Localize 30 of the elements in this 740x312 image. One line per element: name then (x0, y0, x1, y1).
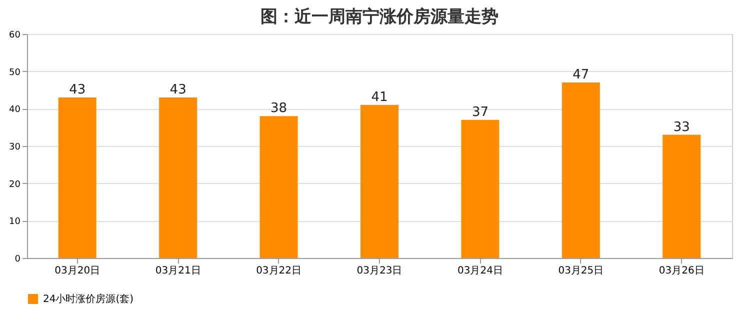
x-tick-label: 03月21日 (155, 266, 201, 276)
y-tick-label: 40 (9, 105, 21, 116)
x-tick-label: 03月22日 (256, 266, 302, 276)
x-tick-label: 03月25日 (558, 266, 604, 276)
x-tick-label: 03月26日 (658, 266, 704, 276)
legend-label: 24小时涨价房源(套) (43, 293, 134, 305)
data-label: 38 (270, 101, 288, 116)
x-tick-label: 03月24日 (457, 266, 503, 276)
bar (562, 82, 600, 258)
bar (58, 97, 96, 258)
x-tick-label: 03月23日 (356, 266, 402, 276)
y-tick-label: 10 (9, 217, 21, 228)
data-label: 43 (69, 82, 86, 98)
chart-title: 图：近一周南宁涨价房源量走势 (260, 7, 498, 27)
x-tick-label: 03月20日 (54, 266, 100, 276)
data-label: 41 (371, 90, 388, 105)
bar (360, 104, 398, 258)
y-tick-label: 60 (9, 30, 21, 40)
bar (662, 134, 701, 258)
y-tick-label: 0 (14, 254, 21, 264)
y-tick-label: 50 (9, 68, 21, 78)
data-label: 37 (472, 104, 488, 120)
bar (159, 97, 198, 258)
bar (260, 116, 298, 258)
y-tick-label: 20 (9, 180, 21, 190)
data-label: 43 (170, 82, 186, 98)
data-label: 47 (572, 68, 590, 83)
bar (461, 120, 500, 258)
y-tick-label: 30 (9, 142, 21, 152)
data-label: 33 (673, 120, 690, 135)
